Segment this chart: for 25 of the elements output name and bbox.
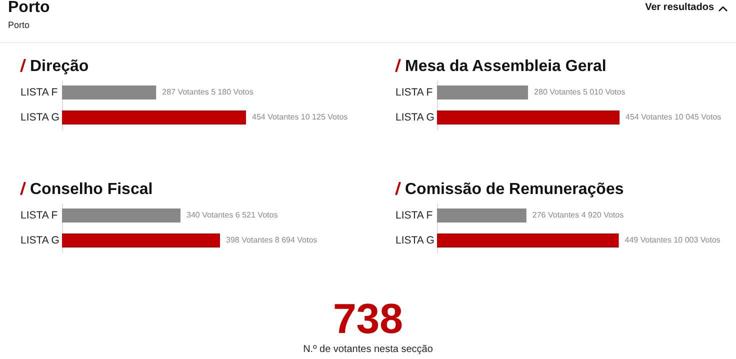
text: Porto (8, 20, 30, 30)
y-tick-label: LISTA G (396, 112, 434, 124)
data-label: 454 Votantes 10 045 Votos (626, 112, 722, 122)
data-label: 340 Votantes 6 521 Votos (186, 210, 278, 220)
text: Porto (8, 0, 50, 17)
text: N.º de votantes nesta secção (302, 344, 434, 355)
y-tick-label: LISTA F (396, 210, 433, 222)
data-label: 280 Votantes 5 010 Votos (534, 88, 626, 96)
chart-title: Comissão de Remunerações (405, 181, 624, 198)
chart-title: Conselho Fiscal (30, 181, 153, 198)
text: 738 (332, 295, 404, 343)
y-tick-label: LISTA G (396, 234, 434, 246)
y-tick-label: LISTA F (20, 86, 58, 98)
chart-title: Direção (30, 58, 89, 75)
data-label: 449 Votantes 10 003 Votos (624, 236, 720, 244)
data-label: 398 Votantes 8 694 Votos (226, 236, 318, 244)
data-label: 454 Votantes 10 125 Votos (252, 112, 348, 122)
y-tick-label: LISTA G (20, 234, 60, 246)
data-label: 287 Votantes 5 180 Votos (162, 88, 254, 96)
text: Ver resultados (645, 2, 714, 13)
data-label: 276 Votantes 4 920 Votos (532, 210, 624, 220)
y-tick-label: LISTA F (20, 210, 58, 222)
chart-title: Mesa da Assembleia Geral (405, 58, 606, 75)
y-tick-label: LISTA F (396, 86, 433, 98)
y-tick-label: LISTA G (20, 112, 60, 124)
